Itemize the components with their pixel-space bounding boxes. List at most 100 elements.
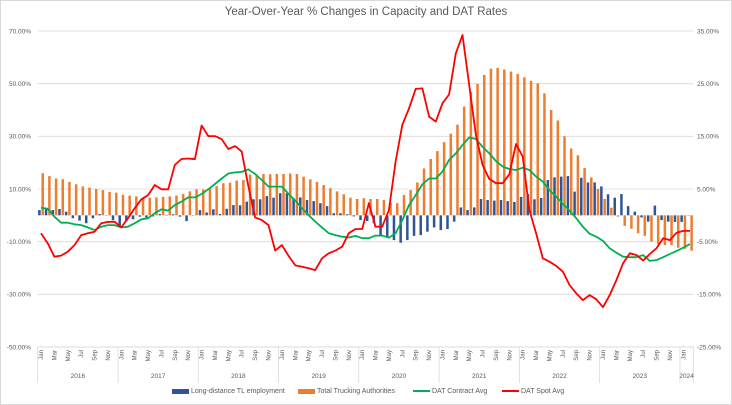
legend-label: DAT Contract Avg [432, 387, 488, 395]
y-tick-label: 70.00% [9, 28, 31, 35]
x-tick-label: May [226, 350, 232, 361]
y2-tick-label: 5.00% [697, 186, 716, 193]
authorities-bar [603, 199, 606, 216]
authorities-bar [155, 197, 158, 216]
y-tick-label: -50.00% [7, 344, 31, 351]
authorities-bar [302, 176, 305, 216]
employment-bar [399, 215, 402, 243]
y-tick-label: 50.00% [9, 81, 31, 88]
authorities-bar [242, 180, 245, 216]
authorities-bar [315, 181, 319, 216]
authorities-bar [349, 197, 352, 216]
x-tick-label: Sep [253, 349, 259, 360]
authorities-bar [215, 186, 218, 216]
x-tick-label: Sep [414, 349, 420, 360]
authorities-bar [101, 190, 105, 216]
x-tick-label: Jul [641, 350, 647, 358]
x-tick-label: Jul [240, 350, 246, 358]
authorities-bar [228, 182, 232, 216]
x-tick-label: May [467, 350, 473, 361]
employment-bar [319, 203, 322, 216]
year-label: 2024 [679, 373, 694, 380]
authorities-bar [282, 173, 285, 216]
x-tick-label: Nov [588, 350, 594, 361]
authorities-bar [68, 181, 71, 216]
authorities-bar [275, 173, 279, 216]
authorities-bar [429, 158, 432, 216]
employment-bar [412, 215, 416, 236]
authorities-bar [516, 73, 519, 216]
authorities-bar [456, 124, 459, 216]
authorities-bar [670, 215, 673, 246]
x-tick-label: Mar [52, 350, 58, 360]
authorities-bar [616, 215, 620, 217]
authorities-bar [121, 194, 125, 216]
x-tick-label: Jul [159, 350, 165, 358]
employment-bar [626, 206, 630, 216]
y2-tick-label: 25.00% [697, 81, 719, 88]
employment-bar [553, 177, 556, 216]
y2-tick-label: -5.00% [697, 239, 718, 246]
authorities-bar [108, 191, 111, 216]
employment-bar [486, 200, 489, 216]
authorities-bar [503, 69, 506, 216]
employment-bar [111, 215, 115, 221]
legend-line-contract [413, 390, 430, 392]
employment-bar [586, 182, 590, 216]
employment-bar [633, 211, 637, 216]
authorities-bar [496, 67, 499, 216]
employment-bar [680, 215, 683, 222]
employment-bar [178, 215, 182, 217]
employment-bar [466, 210, 469, 216]
x-tick-label: Jul [561, 350, 567, 358]
authorities-bar [482, 74, 486, 216]
authorities-bar [235, 180, 238, 216]
authorities-bar [523, 77, 526, 216]
employment-bar [499, 200, 503, 216]
authorities-bar [295, 173, 299, 216]
authorities-bar [476, 83, 479, 216]
authorities-bar [268, 174, 272, 216]
employment-bar [145, 215, 148, 218]
y-tick-label: 30.00% [9, 134, 31, 141]
authorities-bar [576, 155, 580, 216]
year-label: 2020 [392, 373, 407, 380]
employment-bar [392, 215, 396, 241]
employment-bar [38, 210, 41, 216]
authorities-bar [643, 215, 647, 236]
x-tick-label: Jan [280, 350, 286, 360]
legend-item-spot: DAT Spot Avg [502, 385, 564, 397]
authorities-bar [355, 199, 359, 216]
x-tick-label: May [547, 350, 553, 361]
authorities-bar [322, 185, 325, 216]
authorities-bar [683, 215, 687, 249]
y2-tick-label: -15.00% [697, 292, 721, 299]
authorities-bar [329, 188, 332, 216]
authorities-bar [590, 177, 593, 216]
x-tick-label: Nov [427, 350, 433, 361]
employment-bar [459, 207, 463, 216]
legend: Long-distance TL employment Total Trucki… [0, 385, 732, 399]
authorities-bar [202, 189, 205, 216]
x-tick-label: Nov [507, 350, 513, 361]
authorities-bar [48, 176, 51, 216]
employment-bar [84, 215, 88, 224]
authorities-bar [255, 175, 259, 216]
employment-bar [646, 215, 650, 222]
authorities-bar [128, 195, 131, 216]
authorities-bar [442, 142, 446, 216]
authorities-bar [509, 71, 513, 216]
authorities-bar [375, 199, 379, 216]
authorities-bar [88, 187, 91, 216]
authorities-bar [469, 92, 473, 216]
authorities-bar [436, 151, 439, 216]
authorities-bar [422, 168, 426, 216]
employment-bar [593, 182, 596, 216]
x-tick-label: Mar [614, 350, 620, 360]
authorities-bar [596, 189, 600, 216]
x-tick-label: Jan [39, 350, 45, 360]
employment-bar [653, 205, 657, 216]
employment-bar [519, 196, 523, 216]
employment-bar [359, 215, 362, 221]
employment-bar [493, 200, 496, 216]
